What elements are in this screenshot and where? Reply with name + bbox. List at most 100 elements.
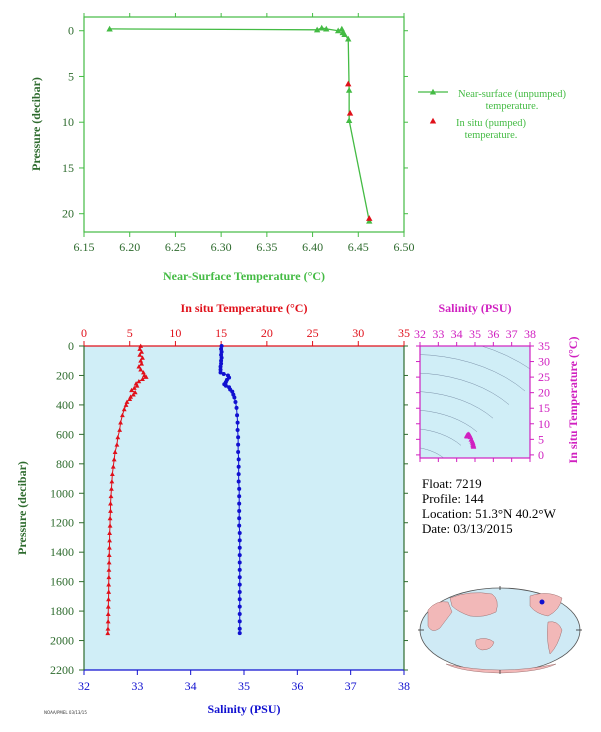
salinity-point xyxy=(219,358,224,363)
temperature-point xyxy=(108,508,113,513)
temperature-point xyxy=(106,552,112,558)
profile-number: Profile: 144 xyxy=(422,491,484,506)
temperature-point xyxy=(109,479,115,484)
in-situ-point xyxy=(345,80,352,87)
ts-y-tick-label: 35 xyxy=(538,339,550,353)
continent-antarctica xyxy=(445,663,557,674)
salinity-point xyxy=(219,355,224,360)
in-situ-point xyxy=(346,109,354,116)
temperature-point xyxy=(106,596,111,602)
ts-x-tick-label: 36 xyxy=(487,327,499,341)
temp-tick-label: 25 xyxy=(307,326,319,340)
near-surface-point xyxy=(345,35,352,42)
temperature-point xyxy=(112,449,118,454)
temperature-point xyxy=(138,367,144,372)
temperature-point xyxy=(130,392,136,397)
salinity-point xyxy=(237,575,242,580)
temperature-point xyxy=(120,412,125,418)
salinity-point xyxy=(237,553,242,558)
temperature-point xyxy=(105,611,111,616)
temp-tick-label: 10 xyxy=(169,326,181,340)
density-contour xyxy=(420,447,445,458)
near-surface-point xyxy=(345,117,353,123)
sal-tick-label: 36 xyxy=(291,679,303,693)
temperature-point xyxy=(137,352,143,357)
salinity-point xyxy=(221,371,226,376)
temperature-point xyxy=(105,630,111,636)
ts-x-tick-label: 37 xyxy=(506,327,518,341)
temperature-point xyxy=(110,464,116,469)
temperature-point xyxy=(107,523,113,528)
salinity-point xyxy=(236,479,241,484)
temperature-point xyxy=(136,364,142,369)
pressure-tick-label: 1400 xyxy=(50,545,74,559)
temperature-point xyxy=(105,619,111,624)
profile-series xyxy=(105,343,242,636)
temperature-point xyxy=(106,589,112,594)
salinity-point xyxy=(219,349,224,354)
x-tick-label: 6.25 xyxy=(165,240,186,254)
salinity-point xyxy=(232,395,237,400)
near-surface-point xyxy=(345,86,353,93)
ts-x-tick-label: 32 xyxy=(414,327,426,341)
float-id: Float: 7219 xyxy=(422,476,482,491)
temp-tick-label: 15 xyxy=(215,326,227,340)
near-surface-y-ticks: 0 5 10 15 20 xyxy=(62,24,408,221)
pressure-tick-label: 1800 xyxy=(50,604,74,618)
salinity-point xyxy=(237,619,242,624)
temperature-point xyxy=(105,626,111,631)
ts-y-tick-label: 15 xyxy=(538,401,550,415)
salinity-point xyxy=(218,370,223,375)
temp-tick-label: 0 xyxy=(81,326,87,340)
pressure-tick-label: 1000 xyxy=(50,486,74,500)
temperature-point xyxy=(111,457,117,462)
in-situ-point xyxy=(366,215,373,221)
location: Location: 51.3°N 40.2°W xyxy=(422,506,556,521)
salinity-point xyxy=(237,612,242,617)
density-contour xyxy=(420,354,526,392)
density-contour xyxy=(420,391,494,419)
temperature-point xyxy=(143,374,149,379)
sal-tick-label: 38 xyxy=(398,679,410,693)
temperature-point xyxy=(107,530,112,535)
float-info: Float: 7219 Profile: 144 Location: 51.3°… xyxy=(422,476,556,536)
footer-credit: NOAA/PMEL 03/13/15 xyxy=(44,710,87,715)
salinity-point xyxy=(236,464,241,469)
temperature-point xyxy=(124,399,130,404)
salinity-point xyxy=(237,589,242,594)
ts-y-tick-label: 5 xyxy=(538,432,544,446)
salinity-point xyxy=(237,516,242,521)
near-surface-point xyxy=(318,24,325,31)
salinity-point xyxy=(218,364,223,369)
sal-tick-label: 37 xyxy=(345,679,357,693)
temperature-point xyxy=(140,376,145,382)
near-surface-plot-frame xyxy=(83,16,405,233)
temp-tick-label: 20 xyxy=(261,326,273,340)
continent-north-america xyxy=(529,593,563,617)
temperature-point xyxy=(123,402,129,407)
temperature-point xyxy=(105,604,111,609)
profile-chart: 0 5 10 15 20 25 30 35 32 33 34 35 36 37 38 0 200 400 600 80… xyxy=(15,301,410,716)
map-edge-ticks xyxy=(418,586,582,674)
x-tick-label: 6.15 xyxy=(74,240,95,254)
ts-x-tick-label: 34 xyxy=(451,327,463,341)
temperature-point xyxy=(127,396,133,401)
profile-plot-background xyxy=(84,346,404,670)
near-surface-point xyxy=(338,25,346,32)
y-tick-label: 10 xyxy=(62,115,74,129)
temperature-point xyxy=(108,501,113,506)
ts-x-tick-label: 38 xyxy=(524,327,536,341)
temperature-point xyxy=(106,582,112,587)
ts-y-tick-label: 0 xyxy=(538,448,544,462)
sal-tick-label: 34 xyxy=(185,679,197,693)
ts-x-tick-label: 33 xyxy=(432,327,444,341)
salinity-point xyxy=(236,450,241,455)
legend-label-in-situ: temperature. xyxy=(465,130,518,141)
ts-y-tick-label: 10 xyxy=(538,417,550,431)
salinity-point xyxy=(219,361,224,366)
x-tick-label: 6.35 xyxy=(256,240,277,254)
temperature-point xyxy=(134,383,140,388)
temperature-point xyxy=(109,471,115,477)
